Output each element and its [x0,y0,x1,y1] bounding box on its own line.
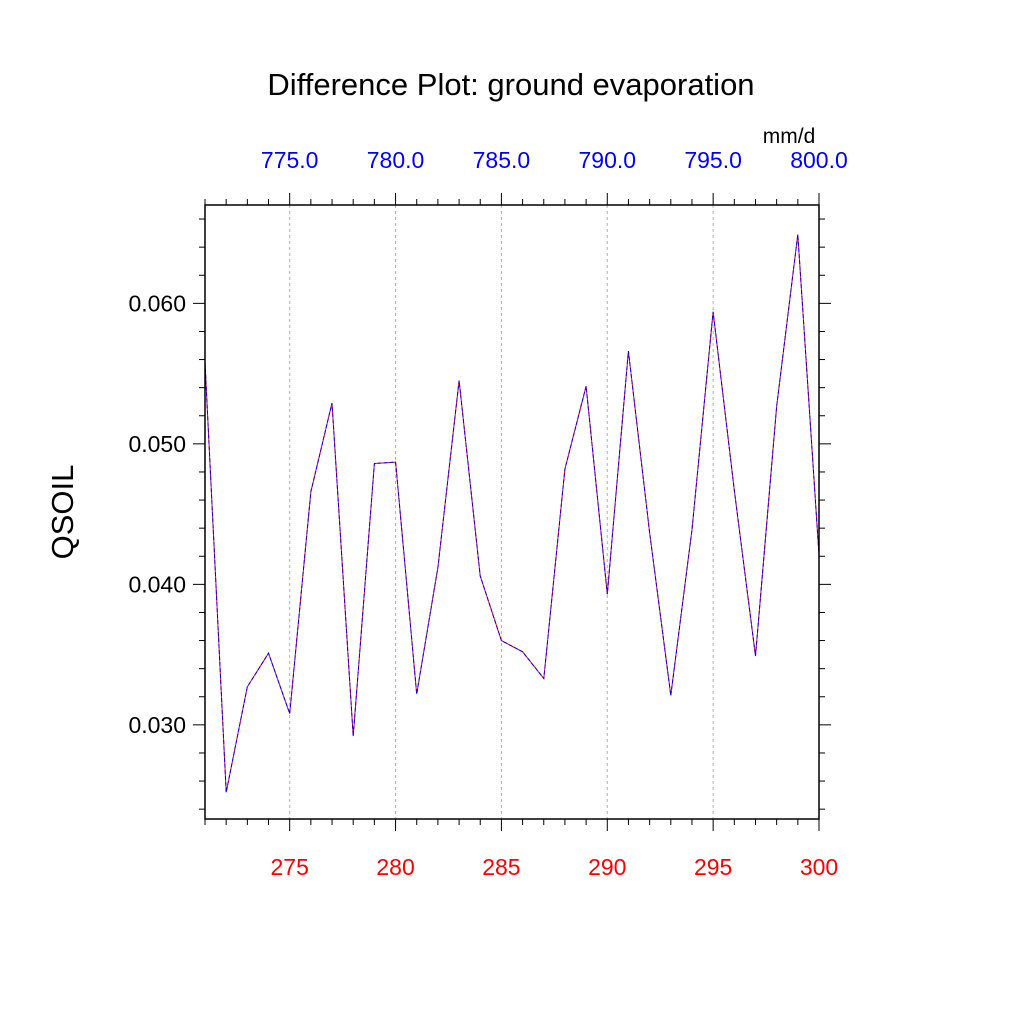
y-tick-label: 0.050 [128,431,186,457]
y-tick-label: 0.030 [128,712,186,738]
x-tick-label-top: 780.0 [367,147,425,173]
series-line-blue [204,234,820,793]
x-tick-label-top: 790.0 [578,147,636,173]
y-tick-label: 0.060 [128,290,186,316]
axis-ticks [193,193,831,831]
x-tick-label-top: 775.0 [261,147,319,173]
series-lines [204,234,820,793]
y-tick-label: 0.040 [128,571,186,597]
chart-title: Difference Plot: ground evaporation [267,67,754,102]
plot-frame [204,204,820,820]
units-label: mm/d [763,125,816,148]
x-tick-label-bottom: 290 [588,854,626,880]
x-tick-label-bottom: 285 [482,854,520,880]
x-tick-label-bottom: 275 [271,854,309,880]
grid [289,205,714,819]
x-tick-label-top: 795.0 [684,147,742,173]
tick-labels: 275 280 285 290 295 300 775.0 780.0 785.0 790.0 79… [128,147,847,880]
x-tick-label-bottom: 295 [694,854,732,880]
series-line-red [204,234,820,793]
x-tick-label-top: 800.0 [790,147,848,173]
y-axis-label: QSOIL [45,465,80,560]
x-tick-label-bottom: 280 [376,854,414,880]
x-tick-label-bottom: 300 [800,854,838,880]
x-tick-label-top: 785.0 [473,147,531,173]
